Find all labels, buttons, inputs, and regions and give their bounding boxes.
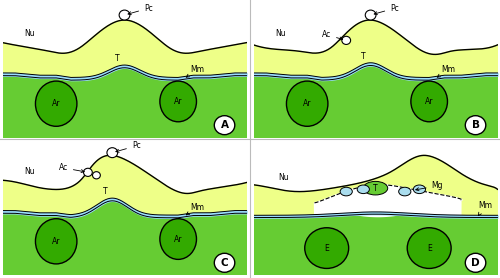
Circle shape [214,253,235,272]
Circle shape [366,10,376,20]
Polygon shape [2,66,246,138]
Text: E: E [427,244,432,253]
Ellipse shape [340,187,352,196]
Text: Pc: Pc [128,4,153,15]
Polygon shape [254,64,498,138]
Circle shape [92,172,100,179]
Ellipse shape [357,185,370,193]
Ellipse shape [286,81,328,126]
Text: Nu: Nu [24,29,35,38]
Text: Nu: Nu [24,167,35,176]
Text: Nu: Nu [276,29,286,38]
Text: Ar: Ar [425,97,434,106]
Ellipse shape [414,185,426,193]
Text: Ar: Ar [303,99,312,108]
Text: E: E [324,244,329,253]
Text: Mg: Mg [416,182,443,191]
Text: T: T [361,52,366,61]
Ellipse shape [36,81,77,126]
Text: Mm: Mm [438,65,456,77]
Circle shape [466,116,486,135]
Polygon shape [2,20,246,79]
Text: A: A [220,120,228,130]
Circle shape [119,10,130,20]
Polygon shape [2,155,246,217]
Text: Ac: Ac [58,163,84,173]
Text: Ar: Ar [174,235,182,244]
Text: Ac: Ac [322,30,342,40]
Ellipse shape [160,81,196,122]
Text: T: T [102,187,108,196]
Ellipse shape [398,187,411,196]
Text: Ar: Ar [52,99,60,108]
Text: T: T [115,54,119,63]
Ellipse shape [407,228,451,269]
Polygon shape [254,212,498,275]
Polygon shape [314,185,462,216]
Ellipse shape [364,181,388,195]
Circle shape [466,253,486,272]
Text: Mm: Mm [186,65,204,77]
Polygon shape [254,155,498,217]
Text: Ar: Ar [52,237,60,246]
Circle shape [84,168,92,177]
Text: C: C [220,258,228,268]
Text: Pc: Pc [374,4,399,15]
Text: T: T [373,184,378,193]
Circle shape [107,148,118,158]
Text: Pc: Pc [116,142,140,152]
Ellipse shape [36,219,77,264]
Text: Ar: Ar [174,97,182,106]
Polygon shape [254,20,498,79]
Text: B: B [472,120,480,130]
Ellipse shape [160,219,196,259]
Text: Mm: Mm [186,203,204,215]
Circle shape [214,116,235,135]
Text: Nu: Nu [278,173,288,182]
Polygon shape [2,200,246,275]
Ellipse shape [304,228,348,269]
Ellipse shape [411,81,448,122]
Text: D: D [471,258,480,268]
Text: Mm: Mm [478,201,492,216]
Circle shape [342,36,350,44]
